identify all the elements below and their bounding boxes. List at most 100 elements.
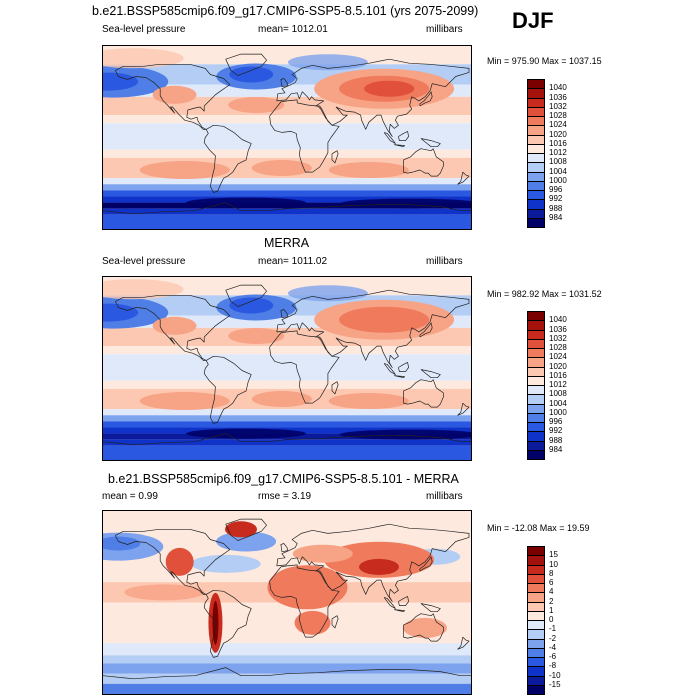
panel2-field: Sea-level pressure xyxy=(102,256,186,267)
panel3-map xyxy=(102,510,472,695)
panel3-rmse: rmse = 3.19 xyxy=(258,491,312,502)
colorbar-label: -4 xyxy=(549,642,557,652)
coastline xyxy=(403,379,444,408)
colorbar-label: 1012 xyxy=(549,380,567,389)
coastlines xyxy=(103,284,471,446)
coastline xyxy=(225,518,267,541)
coastline xyxy=(398,131,409,141)
panel1-minmax: Min = 975.90 Max = 1037.15 xyxy=(487,56,602,66)
coastline xyxy=(398,596,409,606)
coastline xyxy=(457,636,470,650)
colorbar-label: 15 xyxy=(549,550,558,560)
coastline xyxy=(280,543,289,553)
coastline xyxy=(394,609,405,613)
coastline xyxy=(331,381,339,395)
colorbar-label: 996 xyxy=(549,417,563,426)
colorbar-label: -2 xyxy=(549,633,557,643)
coastline xyxy=(331,615,339,629)
colorbar-label: 1016 xyxy=(549,138,567,148)
coastline xyxy=(457,402,470,416)
panel1-colorbar xyxy=(527,79,545,228)
colorbar-label: 988 xyxy=(549,435,563,445)
coastline xyxy=(225,284,267,307)
colorbar-label: 1040 xyxy=(549,83,567,93)
panel2-map xyxy=(102,276,472,461)
colorbar-label: 1036 xyxy=(549,324,567,334)
colorbar-box xyxy=(527,217,545,228)
colorbar-label: -10 xyxy=(549,670,561,680)
panel3-title: b.e21.BSSP585cmip6.f09_g17.CMIP6-SSP5-8.… xyxy=(108,472,459,486)
coastline xyxy=(420,603,441,613)
colorbar-label: 992 xyxy=(549,426,563,436)
coastline xyxy=(280,309,289,319)
colorbar-label: 1024 xyxy=(549,352,567,362)
panel3-mean: mean = 0.99 xyxy=(102,491,158,502)
coastline xyxy=(103,667,471,680)
coastline xyxy=(114,528,231,595)
colorbar-label: 6 xyxy=(549,578,554,587)
coastline xyxy=(383,597,396,609)
coastline xyxy=(114,63,231,130)
colorbar-label: 4 xyxy=(549,587,554,597)
coastline xyxy=(457,171,470,185)
coastline xyxy=(420,369,441,379)
colorbar-label: 1004 xyxy=(549,398,567,408)
coastline xyxy=(394,144,405,148)
colorbar-label: -6 xyxy=(549,652,557,661)
panel3-colorbar xyxy=(527,546,545,695)
colorbar-label: 0 xyxy=(549,615,554,624)
colorbar-box xyxy=(527,684,545,695)
colorbar-label: 992 xyxy=(549,194,563,204)
colorbar-box xyxy=(527,449,545,460)
coastline xyxy=(403,613,444,642)
colorbar-label: 1012 xyxy=(549,148,567,157)
coastline xyxy=(114,294,231,361)
panel3-minmax: Min = -12.08 Max = 19.59 xyxy=(487,523,590,533)
panel2-colorbar xyxy=(527,311,545,460)
coastline xyxy=(103,202,471,215)
coastlines xyxy=(103,53,471,215)
panel2-units: millibars xyxy=(426,256,463,267)
colorbar-label: 1016 xyxy=(549,370,567,380)
coastline xyxy=(383,132,396,144)
coastlines xyxy=(103,518,471,680)
colorbar-label: 1000 xyxy=(549,407,567,417)
panel1-units: millibars xyxy=(426,24,463,35)
colorbar-label: 1040 xyxy=(549,315,567,325)
panel2-minmax: Min = 982.92 Max = 1031.52 xyxy=(487,289,602,299)
coastline xyxy=(419,91,433,107)
panel1-map xyxy=(102,45,472,230)
panel3-map-svg xyxy=(103,511,471,694)
coastline xyxy=(331,150,339,164)
colorbar-label: 1 xyxy=(549,605,554,615)
colorbar-label: 1028 xyxy=(549,343,567,352)
colorbar-label: 1008 xyxy=(549,389,567,399)
panel2-mean: mean= 1011.02 xyxy=(258,256,328,267)
colorbar-label: 984 xyxy=(549,444,563,454)
coastline xyxy=(225,53,267,76)
colorbar-label: -1 xyxy=(549,624,557,634)
colorbar-label: 1000 xyxy=(549,175,567,185)
colorbar-label: 1036 xyxy=(549,92,567,102)
coastline xyxy=(419,322,433,338)
colorbar-label: 988 xyxy=(549,203,563,213)
colorbar-label: 1020 xyxy=(549,361,567,371)
coastline xyxy=(269,330,340,404)
colorbar-label: 984 xyxy=(549,212,563,222)
coastline xyxy=(398,362,409,372)
colorbar-label: 2 xyxy=(549,596,554,606)
colorbar-label: 1028 xyxy=(549,111,567,120)
panel2-title: MERRA xyxy=(264,236,310,250)
panel1-field: Sea-level pressure xyxy=(102,24,186,35)
coastline xyxy=(394,375,405,379)
coastline xyxy=(269,99,340,173)
colorbar-label: -8 xyxy=(549,661,557,671)
coastline xyxy=(103,433,471,446)
panel2-map-svg xyxy=(103,277,471,460)
coastline xyxy=(269,564,340,638)
coastline xyxy=(280,78,289,88)
colorbar-label: -15 xyxy=(549,679,561,689)
coastline xyxy=(403,148,444,177)
colorbar-label: 996 xyxy=(549,185,563,194)
coastline xyxy=(203,355,252,424)
